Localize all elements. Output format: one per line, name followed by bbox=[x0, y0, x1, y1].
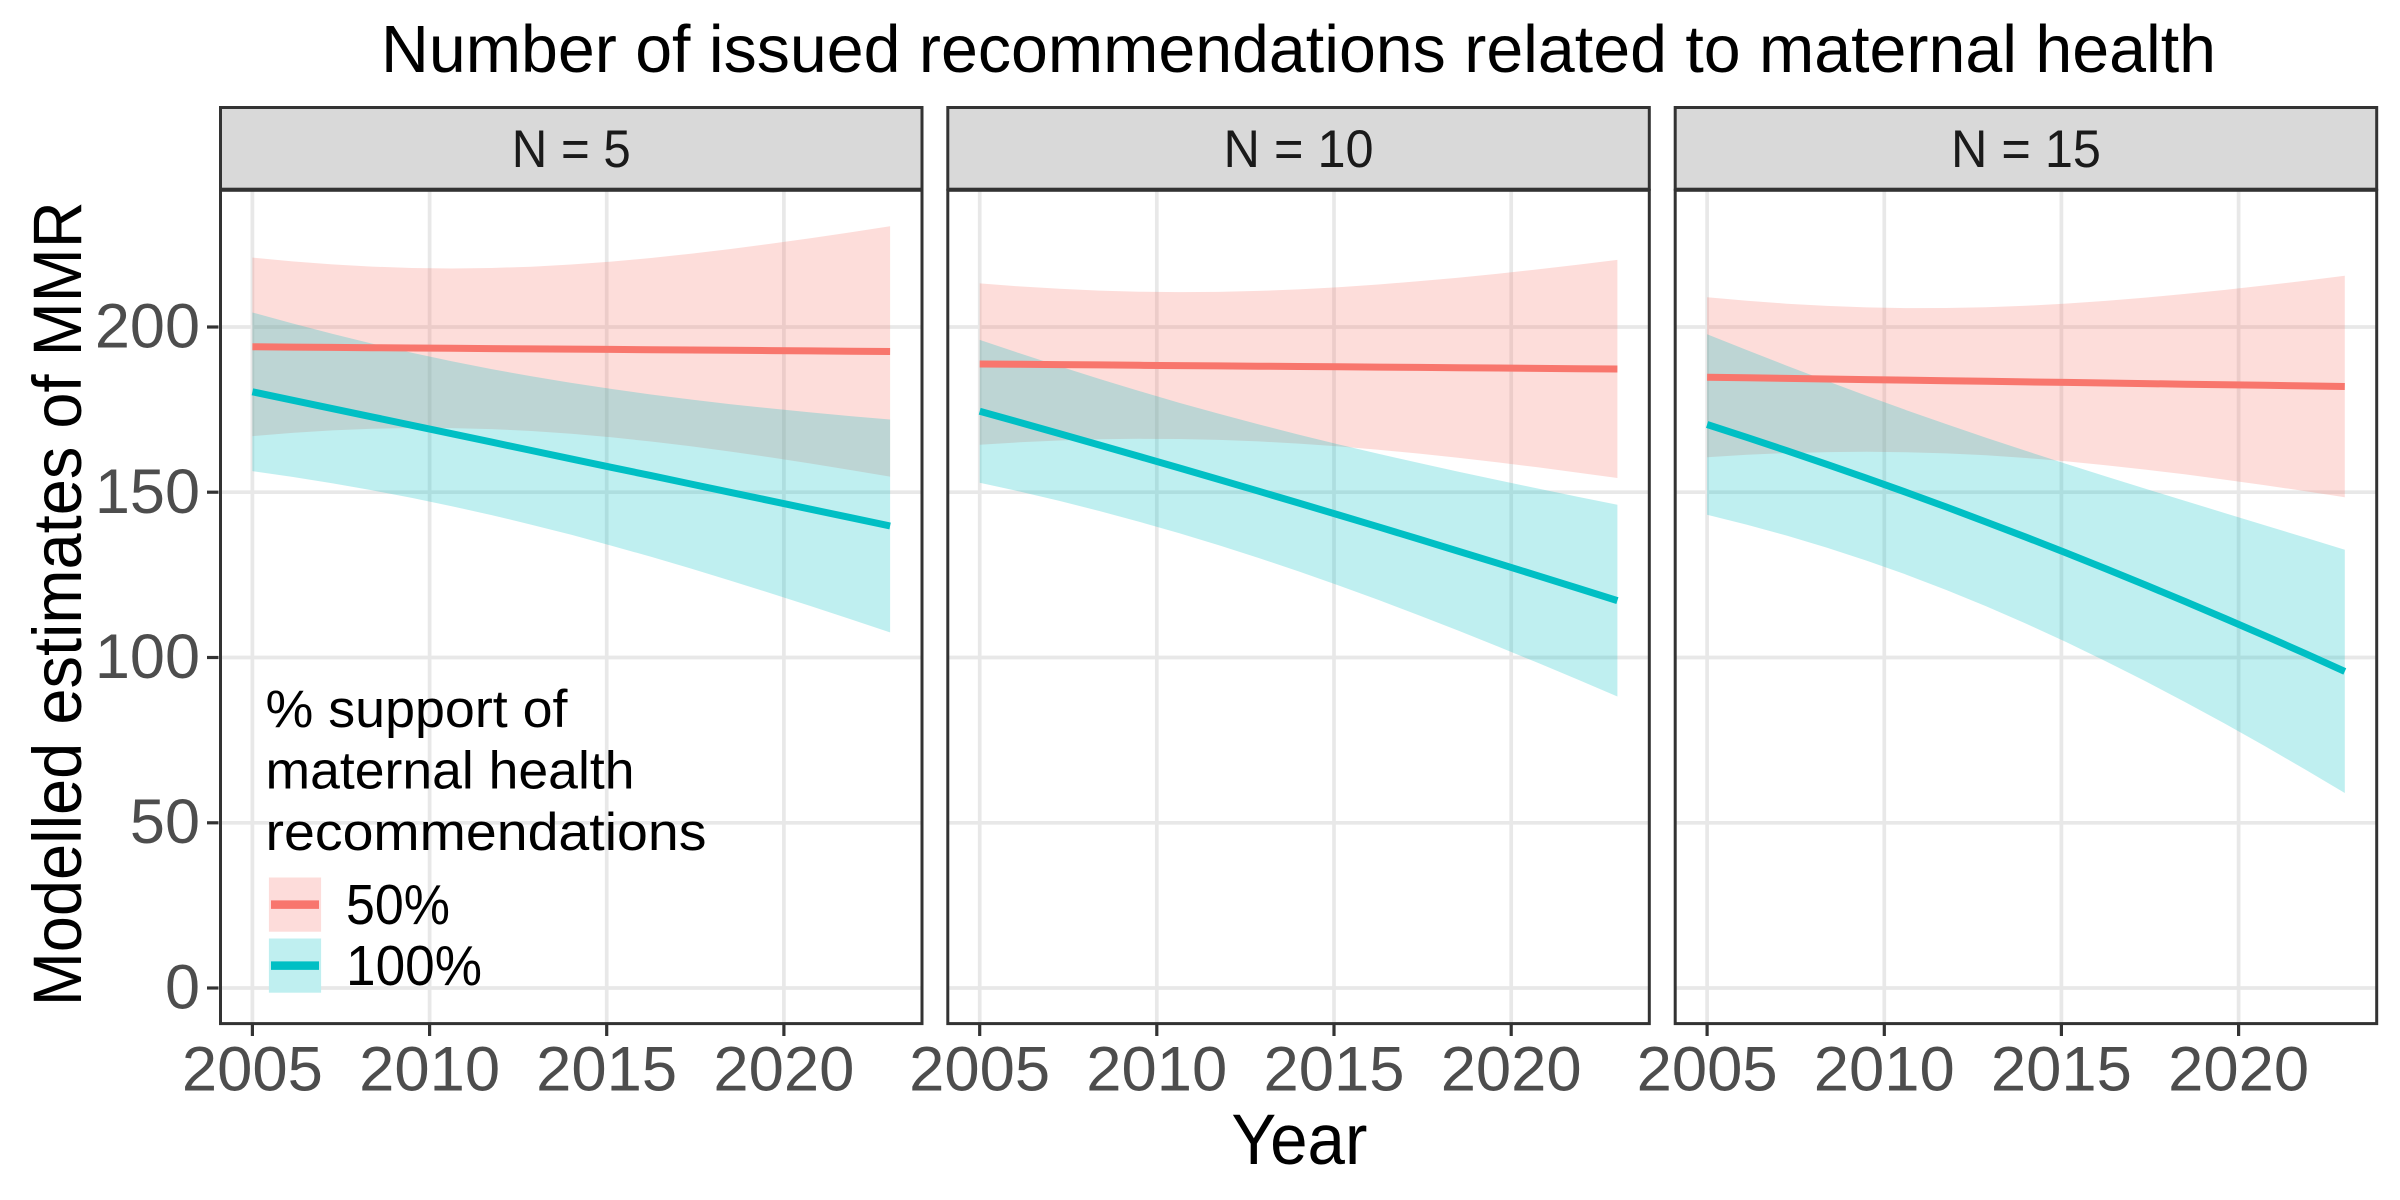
svg-text:0: 0 bbox=[165, 953, 200, 1023]
svg-text:maternal health: maternal health bbox=[266, 742, 635, 801]
svg-text:2010: 2010 bbox=[1086, 1035, 1227, 1105]
svg-text:Modelled estimates of MMR: Modelled estimates of MMR bbox=[19, 201, 96, 1006]
svg-text:N = 5: N = 5 bbox=[512, 120, 631, 179]
svg-text:2015: 2015 bbox=[1264, 1035, 1405, 1105]
svg-text:2015: 2015 bbox=[536, 1035, 677, 1105]
svg-text:recommendations: recommendations bbox=[266, 803, 707, 862]
svg-text:2005: 2005 bbox=[1637, 1035, 1778, 1105]
svg-text:2010: 2010 bbox=[1814, 1035, 1955, 1105]
svg-text:2015: 2015 bbox=[1991, 1035, 2132, 1105]
svg-text:2020: 2020 bbox=[713, 1035, 854, 1105]
svg-text:N = 10: N = 10 bbox=[1224, 120, 1374, 179]
svg-text:N = 15: N = 15 bbox=[1951, 120, 2101, 179]
svg-text:2020: 2020 bbox=[1441, 1035, 1582, 1105]
svg-text:100: 100 bbox=[95, 622, 200, 692]
svg-text:150: 150 bbox=[95, 457, 200, 527]
svg-text:2020: 2020 bbox=[2168, 1035, 2309, 1105]
svg-text:2010: 2010 bbox=[359, 1035, 500, 1105]
svg-text:100%: 100% bbox=[346, 934, 482, 998]
svg-text:50%: 50% bbox=[346, 873, 450, 937]
svg-text:50: 50 bbox=[130, 787, 200, 857]
svg-text:200: 200 bbox=[95, 292, 200, 362]
svg-text:% support of: % support of bbox=[266, 680, 568, 739]
svg-text:Number of issued recommendatio: Number of issued recommendations related… bbox=[381, 12, 2216, 87]
svg-text:2005: 2005 bbox=[909, 1035, 1050, 1105]
svg-text:2005: 2005 bbox=[182, 1035, 323, 1105]
svg-text:Year: Year bbox=[1231, 1101, 1367, 1180]
